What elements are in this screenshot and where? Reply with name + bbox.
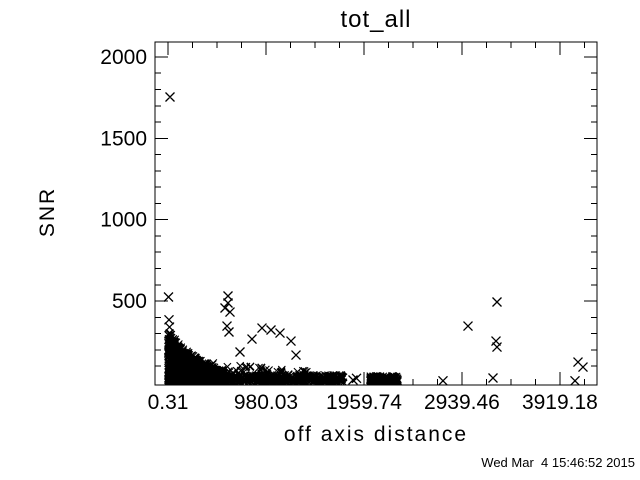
x-tick-label: 2939.46 [424,391,500,414]
axis-ticks [155,42,597,385]
tick-labels: 0.31 980.03 1959.74 2939.46 3919.18 500 1000 15… [100,46,598,414]
cluster-markers [164,329,402,385]
y-tick-label: 1500 [100,127,147,150]
x-tick-label: 3919.18 [522,391,598,414]
y-tick-label: 500 [112,290,147,313]
x-axis-label: off axis distance [283,423,469,446]
y-tick-label: 2000 [100,46,147,69]
axes-frame [154,41,598,386]
y-tick-label: 1000 [100,209,147,232]
timestamp: Wed Mar 4 15:46:52 2015 [481,455,635,470]
outlier-markers [163,92,588,385]
x-tick-label: 980.03 [234,391,298,414]
data-points [163,92,588,385]
x-tick-label: 0.31 [148,391,189,414]
x-tick-label: 1959.74 [326,391,402,414]
chart-title: tot_all [340,6,412,33]
